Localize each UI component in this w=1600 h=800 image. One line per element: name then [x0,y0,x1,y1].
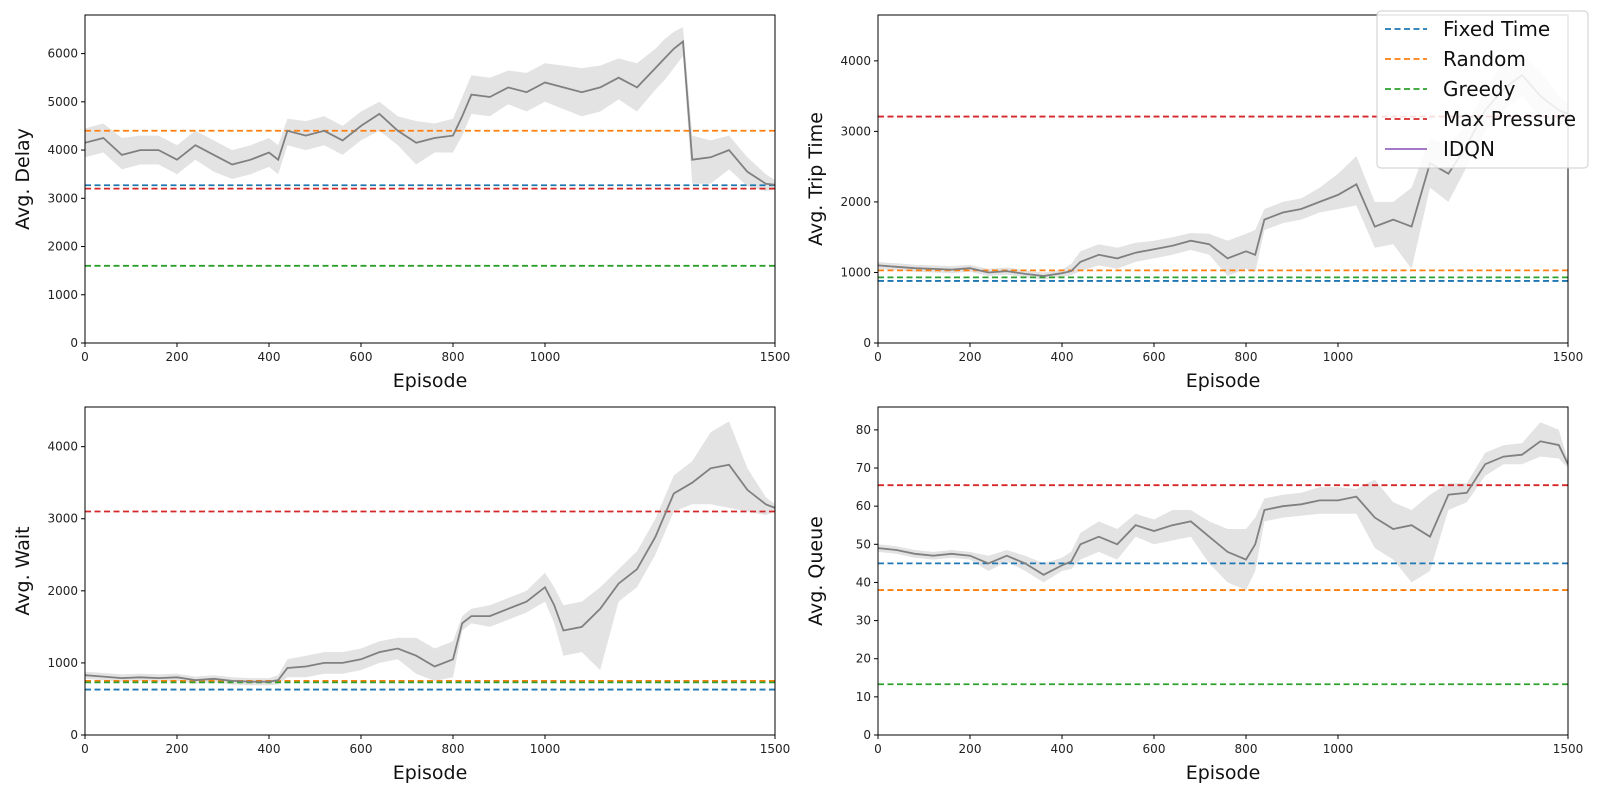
y-axis-label: Avg. Trip Time [805,112,827,246]
y-axis-label: Avg. Queue [805,516,827,626]
x-axis-label: Episode [1186,762,1261,784]
legend-item-idqn: IDQN [1385,137,1495,161]
x-tick-label: 0 [874,742,882,756]
axes-frame [877,14,1569,344]
legend: Fixed Time Random Greedy Max Pressure IDQN [1376,10,1589,169]
legend-label: Max Pressure [1443,107,1576,131]
x-tick-label: 600 [1143,742,1166,756]
x-tick-label: 400 [258,742,281,756]
legend-label: Greedy [1443,77,1516,101]
x-axis-label: Episode [393,762,468,784]
legend-label: Fixed Time [1443,17,1550,41]
plot-area [85,421,775,691]
x-tick-label: 0 [874,350,882,364]
y-tick-label: 4000 [47,143,78,157]
legend-label: Random [1443,47,1526,71]
idqn-band [85,27,775,192]
y-tick-label: 4000 [47,440,78,454]
y-axis-label: Avg. Delay [12,128,34,230]
y-tick-label: 2000 [47,584,78,598]
x-tick-label: 400 [258,350,281,364]
x-tick-label: 200 [959,350,982,364]
idqn-line [85,463,775,683]
y-tick-label: 3000 [47,191,78,205]
subplot-grid: 0 200 400 600 800 1000 15000100020003000400050… [12,14,1584,784]
x-tick-label: 200 [959,742,982,756]
x-tick-label: 1000 [530,742,561,756]
y-tick-label: 10 [856,690,871,704]
y-tick-label: 20 [856,652,871,666]
x-tick-label: 600 [350,350,373,364]
y-tick-label: 3000 [840,124,871,138]
idqn-band [85,421,775,686]
y-tick-label: 80 [856,423,871,437]
legend-item-random: Random [1385,47,1526,71]
x-tick-label: 1000 [1323,742,1354,756]
y-tick-label: 40 [856,575,871,589]
x-tick-label: 1500 [760,742,791,756]
x-tick-label: 800 [1235,742,1258,756]
x-tick-label: 1000 [530,350,561,364]
x-tick-label: 400 [1051,350,1074,364]
y-tick-label: 0 [863,336,871,350]
y-tick-label: 3000 [47,512,78,526]
y-tick-label: 60 [856,499,871,513]
axes-frame [84,406,776,736]
y-tick-label: 0 [863,728,871,742]
plot-area [878,422,1568,686]
y-tick-label: 30 [856,614,871,628]
idqn-band [878,422,1568,591]
y-tick-label: 1000 [47,288,78,302]
x-tick-label: 800 [442,350,465,364]
x-tick-label: 200 [166,350,189,364]
x-tick-label: 800 [1235,350,1258,364]
x-axis-label: Episode [393,370,468,392]
x-tick-label: 1500 [1553,742,1584,756]
x-tick-label: 600 [1143,350,1166,364]
x-tick-label: 1500 [760,350,791,364]
idqn-line [878,440,1568,576]
y-tick-label: 6000 [47,47,78,61]
axes-frame [877,406,1569,736]
legend-label: IDQN [1443,137,1495,161]
y-tick-label: 1000 [840,265,871,279]
panel-avg-wait: 0 200 400 600 800 1000 1500 0 1000 2000 3000 4000 Ep… [12,406,791,784]
x-tick-label: 0 [81,350,89,364]
x-axis-label: Episode [1186,370,1261,392]
y-axis-label: Avg. Wait [12,526,34,615]
plot-area [85,27,775,267]
y-tick-label: 4000 [840,54,871,68]
y-tick-label: 5000 [47,95,78,109]
y-tick-label: 2000 [47,240,78,254]
legend-item-max-pressure: Max Pressure [1385,107,1576,131]
panel-avg-delay: 0 200 400 600 800 1000 1500 0 1000 2000 3000 4000 50… [12,14,791,392]
x-tick-label: 600 [350,742,373,756]
legend-box [1376,10,1589,169]
idqn-line [85,39,775,186]
legend-item-greedy: Greedy [1385,77,1516,101]
y-tick-label: 70 [856,461,871,475]
y-tick-label: 1000 [47,656,78,670]
y-tick-label: 50 [856,537,871,551]
x-tick-label: 1000 [1323,350,1354,364]
y-tick-label: 0 [70,336,78,350]
x-tick-label: 400 [1051,742,1074,756]
x-tick-label: 200 [166,742,189,756]
x-tick-label: 1500 [1553,350,1584,364]
legend-item-fixed-time: Fixed Time [1385,17,1550,41]
x-tick-label: 0 [81,742,89,756]
x-tick-label: 800 [442,742,465,756]
panel-avg-queue: 0 200 400 600 800 1000 1500 0 10 20 30 40 50 60 70 80 Ep… [805,406,1584,784]
y-tick-label: 2000 [840,195,871,209]
y-tick-label: 0 [70,728,78,742]
idqn-band [878,53,1568,280]
axes-frame [84,14,776,344]
